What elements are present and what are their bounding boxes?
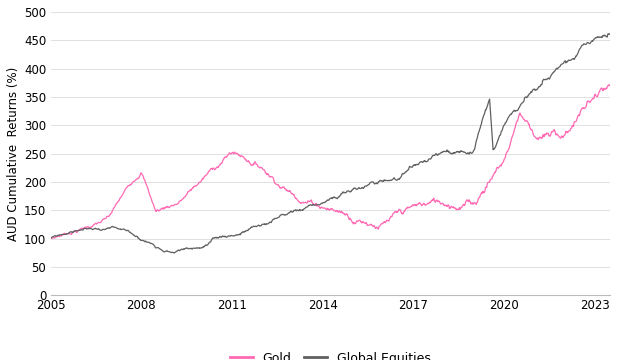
Legend: Gold, Global Equities: Gold, Global Equities (225, 347, 435, 360)
Y-axis label: AUD Cumulative  Returns (%): AUD Cumulative Returns (%) (7, 67, 20, 241)
